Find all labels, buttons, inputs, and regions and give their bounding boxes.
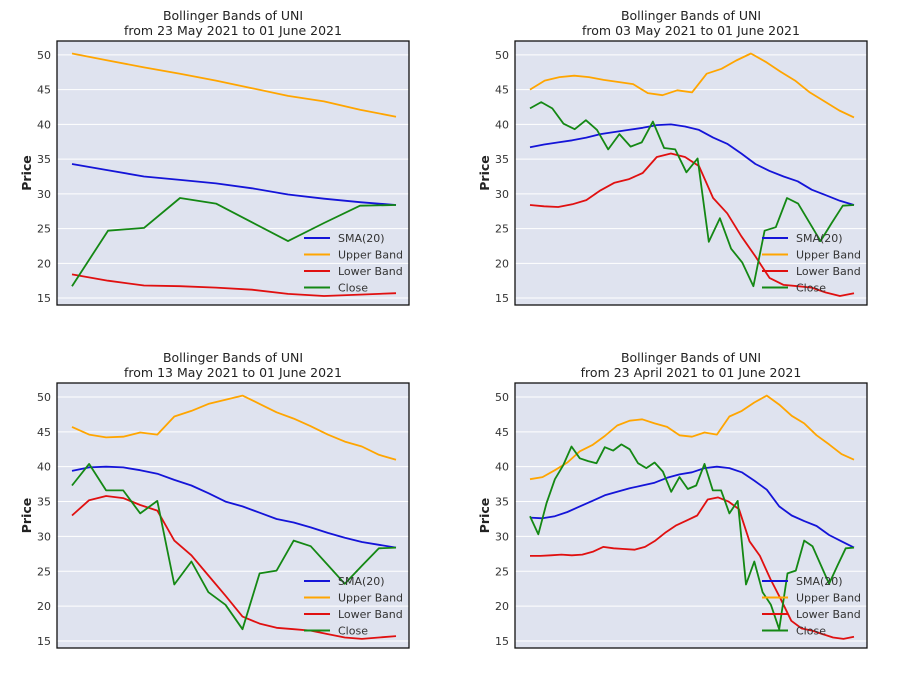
series-line-upper-band (71, 52, 397, 118)
y-tick-label: 45 (37, 84, 51, 97)
legend-label: Lower Band (796, 265, 861, 278)
legend-label: Lower Band (796, 608, 861, 621)
y-tick-label: 25 (495, 223, 509, 236)
series-line-close (529, 101, 855, 288)
y-tick-label: 15 (495, 635, 509, 648)
y-tick-label: 40 (37, 118, 51, 131)
legend-label: Upper Band (338, 592, 403, 605)
chart-title: Bollinger Bands of UNI (621, 8, 761, 23)
series-line-close (71, 462, 397, 631)
legend-label: Upper Band (796, 592, 861, 605)
chart-title: Bollinger Bands of UNI (621, 350, 761, 365)
legend-label: Close (796, 625, 826, 638)
y-tick-label: 50 (495, 49, 509, 62)
y-tick-label: 50 (495, 391, 509, 404)
y-tick-label: 35 (495, 153, 509, 166)
legend-label: Upper Band (338, 249, 403, 262)
legend-label: Close (338, 625, 368, 638)
chart-subtitle: from 23 May 2021 to 01 June 2021 (124, 23, 342, 38)
chart-title: Bollinger Bands of UNI (163, 350, 303, 365)
chart-subtitle: from 03 May 2021 to 01 June 2021 (582, 23, 800, 38)
y-tick-label: 15 (495, 292, 509, 305)
chart-subtitle: from 13 May 2021 to 01 June 2021 (124, 365, 342, 380)
y-tick-label: 40 (495, 461, 509, 474)
plot-frame (514, 40, 868, 306)
y-tick-label: 20 (37, 257, 51, 270)
series-line-close (529, 443, 855, 631)
y-tick-label: 40 (495, 118, 509, 131)
chart-subtitle: from 23 April 2021 to 01 June 2021 (581, 365, 802, 380)
y-tick-label: 25 (37, 223, 51, 236)
series-line-upper-band (529, 394, 855, 481)
y-tick-label: 15 (37, 292, 51, 305)
chart-title: Bollinger Bands of UNI (163, 8, 303, 23)
plot-frame (514, 382, 868, 649)
y-tick-label: 30 (495, 188, 509, 201)
y-tick-label: 45 (495, 426, 509, 439)
y-tick-label: 20 (495, 600, 509, 613)
y-tick-label: 15 (37, 635, 51, 648)
legend-label: Upper Band (796, 249, 861, 262)
legend-label: SMA(20) (796, 575, 843, 588)
legend-label: SMA(20) (338, 232, 385, 245)
series-line-lower-band (530, 496, 855, 640)
y-axis-label: Price (477, 498, 492, 534)
legend-label: Close (796, 282, 826, 295)
y-tick-label: 30 (37, 530, 51, 543)
plot-frame (56, 382, 410, 649)
series-line-sma-20- (529, 465, 855, 549)
y-tick-label: 40 (37, 461, 51, 474)
legend-label: Lower Band (338, 265, 403, 278)
y-axis-label: Price (19, 155, 34, 191)
y-tick-label: 50 (37, 391, 51, 404)
y-tick-label: 20 (495, 257, 509, 270)
y-tick-label: 25 (495, 565, 509, 578)
y-tick-label: 35 (37, 153, 51, 166)
legend-label: SMA(20) (338, 575, 385, 588)
legend-label: Lower Band (338, 608, 403, 621)
legend-label: Close (338, 282, 368, 295)
series-line-lower-band (529, 152, 855, 297)
y-tick-label: 25 (37, 565, 51, 578)
plot-background (515, 41, 867, 305)
series-line-lower-band (71, 495, 397, 640)
series-line-upper-band (71, 394, 397, 461)
y-axis-label: Price (477, 155, 492, 191)
y-tick-label: 30 (37, 188, 51, 201)
series-line-sma-20- (529, 123, 855, 206)
plot-frame (56, 40, 410, 306)
y-tick-label: 35 (37, 496, 51, 509)
y-tick-label: 45 (37, 426, 51, 439)
y-axis-label: Price (19, 498, 34, 534)
y-tick-label: 50 (37, 49, 51, 62)
series-line-lower-band (71, 273, 397, 297)
y-tick-label: 45 (495, 84, 509, 97)
series-line-sma-20- (71, 163, 397, 206)
series-line-upper-band (529, 52, 855, 119)
legend-label: SMA(20) (796, 232, 843, 245)
y-tick-label: 20 (37, 600, 51, 613)
series-line-sma-20- (71, 465, 397, 549)
y-tick-label: 35 (495, 496, 509, 509)
y-tick-label: 30 (495, 530, 509, 543)
series-line-close (71, 197, 397, 287)
